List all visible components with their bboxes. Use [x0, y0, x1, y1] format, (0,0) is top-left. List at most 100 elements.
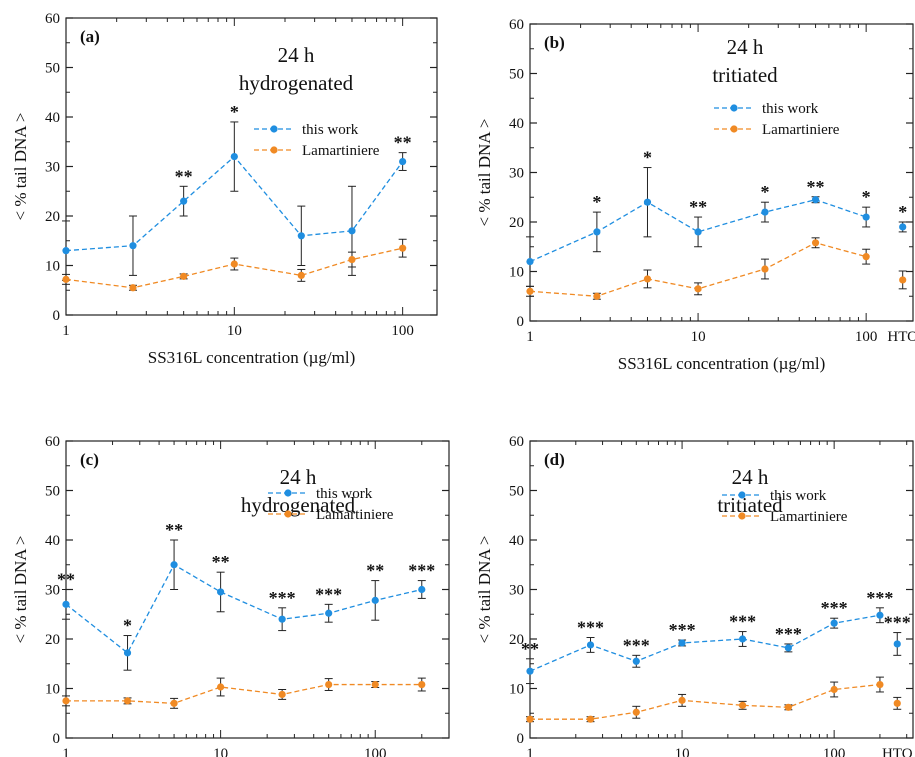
x-tick-label: 100 [364, 746, 387, 757]
plot-frame [65, 17, 438, 316]
y-axis-label: < % tail DNA > [475, 536, 494, 644]
y-tick-label: 60 [45, 11, 60, 27]
y-tick-label: 20 [45, 209, 60, 225]
significance-label: *** [729, 612, 756, 632]
data-point [586, 715, 595, 723]
panel-label: (d) [544, 450, 565, 469]
y-tick-label: 40 [509, 116, 524, 132]
data-point [348, 227, 356, 235]
data-point [62, 600, 70, 608]
y-tick-label: 60 [45, 434, 60, 450]
x-tick-label: 100 [855, 329, 878, 345]
data-point [371, 680, 379, 689]
data-point [694, 285, 702, 293]
x-tick-label: 1 [62, 746, 70, 757]
data-point [297, 232, 305, 240]
significance-label: *** [623, 635, 650, 655]
x-tick-label: 100 [391, 323, 414, 339]
data-point [230, 153, 238, 161]
significance-label: *** [821, 598, 848, 618]
legend-label: Lamartiniere [302, 143, 380, 159]
y-tick-label: 0 [517, 731, 525, 747]
series-this-work: ***** **** [526, 148, 907, 287]
significance-label: * [862, 187, 871, 207]
chart-title: 24 h [732, 465, 769, 489]
data-point [738, 701, 747, 709]
chart-title: hydrogenated [241, 493, 356, 517]
y-tick-label: 60 [509, 17, 524, 33]
significance-label: ** [807, 177, 825, 197]
data-point [526, 715, 534, 723]
x-tick-label: 10 [691, 329, 706, 345]
data-point [230, 260, 238, 268]
y-tick-label: 40 [45, 110, 60, 126]
y-tick-label: 50 [509, 484, 524, 500]
data-point [371, 596, 379, 604]
legend-entry: Lamartiniere [714, 122, 840, 138]
y-tick-label: 10 [45, 682, 60, 698]
data-point [643, 275, 652, 283]
data-point [217, 683, 225, 691]
significance-label: ** [689, 197, 707, 217]
series-line [66, 683, 422, 705]
significance-label: ** [521, 639, 539, 659]
y-tick-label: 50 [45, 484, 60, 500]
y-tick-label: 0 [517, 314, 525, 330]
data-point [129, 284, 137, 292]
series-line [530, 683, 880, 720]
series-lamartiniere [526, 676, 902, 723]
series-this-work: ***** [62, 102, 412, 281]
significance-label: *** [669, 620, 696, 640]
x-axis-label: SS316L concentration (µg/ml) [618, 354, 825, 373]
data-point [170, 561, 178, 569]
data-point [784, 644, 792, 652]
legend-marker [270, 125, 278, 133]
legend-entry: Lamartiniere [254, 143, 380, 159]
data-point [632, 708, 640, 716]
data-point [62, 247, 70, 255]
significance-label: ** [57, 570, 75, 590]
legend-entry: this work [722, 488, 827, 504]
x-tick-label: 1 [62, 323, 70, 339]
significance-label: * [592, 192, 601, 212]
data-point [811, 196, 820, 204]
data-point [418, 680, 426, 689]
significance-label: *** [884, 613, 911, 633]
legend-entry: this work [714, 101, 819, 117]
data-point [180, 197, 188, 205]
y-tick-label: 40 [509, 533, 524, 549]
x-tick-label: HTO [882, 746, 913, 757]
data-point [348, 255, 356, 264]
significance-label: ** [366, 561, 384, 581]
series-line [529, 614, 881, 672]
legend-label: this work [302, 122, 359, 138]
data-point [893, 640, 901, 648]
data-point [526, 667, 534, 675]
significance-label: * [643, 148, 652, 168]
series-this-work: ********** ***** *** [57, 520, 435, 671]
x-tick-label: 1 [526, 746, 534, 757]
y-tick-label: 0 [53, 308, 61, 324]
data-point [811, 239, 820, 247]
chart-title: 24 h [280, 465, 317, 489]
panel-label: (b) [544, 33, 565, 52]
y-tick-label: 50 [509, 67, 524, 83]
legend-marker [270, 146, 278, 154]
panel-a: 0 10 20 30 40 50 60 1 10 100 SS316L concentration … [11, 11, 438, 367]
data-point [738, 635, 747, 643]
y-tick-label: 10 [45, 259, 60, 275]
y-tick-label: 0 [53, 731, 61, 747]
chart-title: tritiated [712, 63, 778, 87]
chart-title: 24 h [727, 35, 764, 59]
x-axis-label: SS316L concentration (µg/ml) [148, 348, 355, 367]
data-point [893, 699, 901, 707]
y-tick-label: 30 [45, 583, 60, 599]
series-lamartiniere [62, 238, 407, 292]
legend-label: Lamartiniere [762, 122, 840, 138]
y-tick-label: 20 [509, 215, 524, 231]
legend-entry: Lamartiniere [722, 509, 848, 525]
significance-label: ** [175, 166, 193, 186]
data-point [830, 685, 838, 694]
y-axis-label: < % tail DNA > [11, 113, 30, 221]
